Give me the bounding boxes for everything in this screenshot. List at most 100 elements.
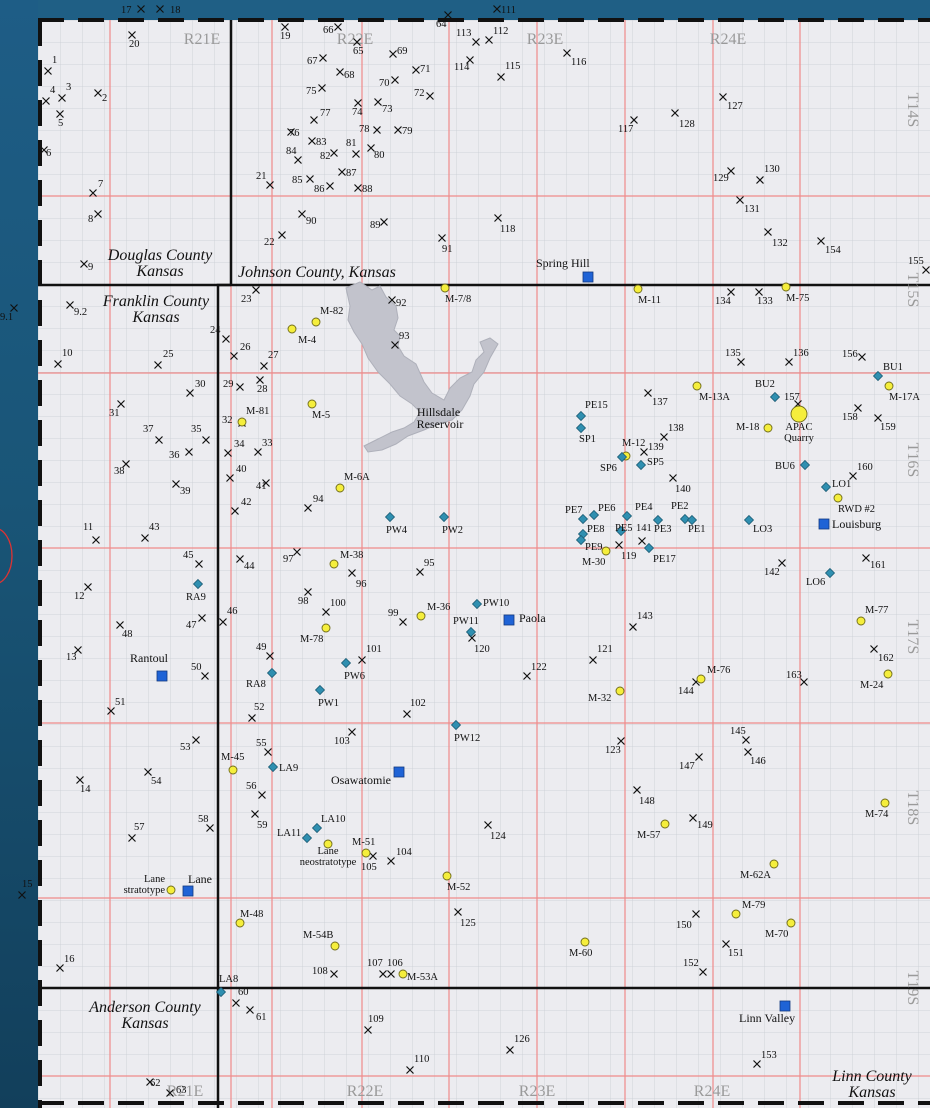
well-73: 73 bbox=[374, 98, 393, 115]
well-100: 100 bbox=[322, 598, 346, 616]
x-marker-icon bbox=[403, 710, 411, 718]
well-label: 80 bbox=[374, 150, 385, 161]
x-marker-icon bbox=[727, 167, 735, 175]
x-marker-icon bbox=[232, 999, 240, 1007]
core-label: PW2 bbox=[442, 525, 463, 536]
well-106: 106 bbox=[387, 958, 403, 978]
x-marker-icon bbox=[387, 970, 395, 978]
outcrop-label-line: M-79 bbox=[742, 900, 765, 911]
outcrop-m-48: M-48 bbox=[235, 909, 263, 928]
outcrop-label-line: M-12 bbox=[622, 438, 645, 449]
well-38: 38 bbox=[114, 460, 130, 477]
well-label: 63 bbox=[176, 1085, 187, 1096]
diamond-marker-icon bbox=[679, 513, 691, 525]
outcrop-circle-icon bbox=[833, 493, 843, 503]
outcrop-label-line: M-78 bbox=[300, 634, 323, 645]
core-label: RA9 bbox=[186, 592, 206, 603]
core-la11: LA11 bbox=[277, 828, 313, 844]
well-label: 117 bbox=[618, 124, 633, 135]
outcrop-circle-icon bbox=[321, 623, 331, 633]
outcrop-label-line: RWD #2 bbox=[838, 504, 875, 515]
x-marker-icon bbox=[352, 150, 360, 158]
outcrop-label: Lane neostratotype bbox=[300, 846, 357, 868]
well-label: 67 bbox=[307, 56, 318, 67]
outcrop-label: M-51 bbox=[352, 837, 375, 848]
outcrop-circle-icon bbox=[692, 381, 702, 391]
well-label: 50 bbox=[191, 662, 202, 673]
diamond-marker-icon bbox=[588, 509, 600, 521]
well-9-1: 9.1 bbox=[0, 304, 18, 323]
well-1: 1 bbox=[44, 55, 57, 75]
well-label: 48 bbox=[122, 629, 133, 640]
well-label: 102 bbox=[410, 698, 426, 709]
x-marker-icon bbox=[224, 449, 232, 457]
outcrop-circle-icon bbox=[880, 798, 890, 808]
well-10: 10 bbox=[54, 348, 73, 368]
well-121: 121 bbox=[589, 644, 613, 664]
x-marker-icon bbox=[54, 360, 62, 368]
well-label: 1 bbox=[52, 55, 57, 66]
well-119: 119 bbox=[615, 541, 636, 562]
well-label: 56 bbox=[246, 781, 257, 792]
well-142: 142 bbox=[764, 559, 786, 578]
range-label-bottom-r23e: R23E bbox=[519, 1083, 555, 1100]
core-pe5: PE5 bbox=[615, 523, 633, 537]
outcrop-circle-icon bbox=[660, 819, 670, 829]
outcrop-circle-icon bbox=[311, 317, 321, 327]
outcrop-label: M-78 bbox=[300, 634, 323, 645]
well-147: 147 bbox=[679, 753, 703, 772]
core-lo3: LO3 bbox=[743, 514, 772, 535]
well-label: 41 bbox=[256, 481, 267, 492]
well-53: 53 bbox=[180, 736, 200, 753]
core-label: PE4 bbox=[635, 502, 653, 513]
range-label-top-r24e: R24E bbox=[710, 31, 746, 48]
well-97: 97 bbox=[283, 548, 301, 565]
well-94: 94 bbox=[304, 494, 324, 512]
diamond-marker-icon bbox=[769, 391, 781, 403]
x-marker-icon bbox=[293, 548, 301, 556]
well-label: 146 bbox=[750, 756, 766, 767]
well-158: 158 bbox=[842, 404, 862, 423]
well-label: 106 bbox=[387, 958, 403, 969]
well-label: 6 bbox=[46, 148, 51, 159]
x-marker-icon bbox=[322, 608, 330, 616]
well-label: 130 bbox=[764, 164, 780, 175]
well-label: 145 bbox=[730, 726, 746, 737]
outcrop-circle-icon bbox=[228, 765, 238, 775]
outcrop-label-line: M-30 bbox=[582, 557, 605, 568]
x-marker-icon bbox=[116, 621, 124, 629]
outcrop-m-60: M-60 bbox=[569, 937, 592, 959]
well-69: 69 bbox=[389, 46, 408, 58]
diamond-marker-icon bbox=[575, 422, 587, 434]
well-label: 133 bbox=[757, 296, 773, 307]
outcrop-m-36: M-36 bbox=[416, 602, 450, 621]
core-label: BU6 bbox=[775, 461, 795, 472]
linn-county-label-line: Linn County bbox=[831, 1068, 912, 1085]
core-label: LO3 bbox=[753, 524, 772, 535]
well-46: 46 bbox=[219, 606, 238, 626]
well-label: 51 bbox=[115, 697, 126, 708]
well-label: 68 bbox=[344, 70, 355, 81]
core-pw6: PW6 bbox=[340, 657, 365, 682]
core-label: LA11 bbox=[277, 828, 301, 839]
outcrop-label: M-54B bbox=[303, 930, 333, 941]
x-marker-icon bbox=[226, 474, 234, 482]
range-label-top-r23e: R23E bbox=[527, 31, 563, 48]
well-78: 78 bbox=[359, 124, 381, 135]
core-lo6: LO6 bbox=[806, 567, 836, 588]
core-bu2: BU2 bbox=[755, 379, 781, 403]
core-label: PW6 bbox=[344, 671, 365, 682]
well-132: 132 bbox=[764, 228, 788, 249]
well-76: 76 bbox=[287, 128, 300, 139]
reservoir-label-line-2: Reservoir bbox=[417, 417, 464, 431]
well-9-2: 9.2 bbox=[66, 301, 87, 318]
outcrop-label-line: M-13A bbox=[699, 392, 730, 403]
well-85: 85 bbox=[292, 175, 314, 186]
core-label: SP1 bbox=[579, 434, 596, 445]
outcrop-label: M-12 bbox=[622, 438, 645, 449]
well-label: 156 bbox=[842, 349, 858, 360]
outcrop-m-81: M-81 bbox=[237, 406, 269, 427]
well-17: 17 bbox=[121, 5, 145, 16]
x-marker-icon bbox=[669, 474, 677, 482]
well-label: 72 bbox=[414, 88, 425, 99]
